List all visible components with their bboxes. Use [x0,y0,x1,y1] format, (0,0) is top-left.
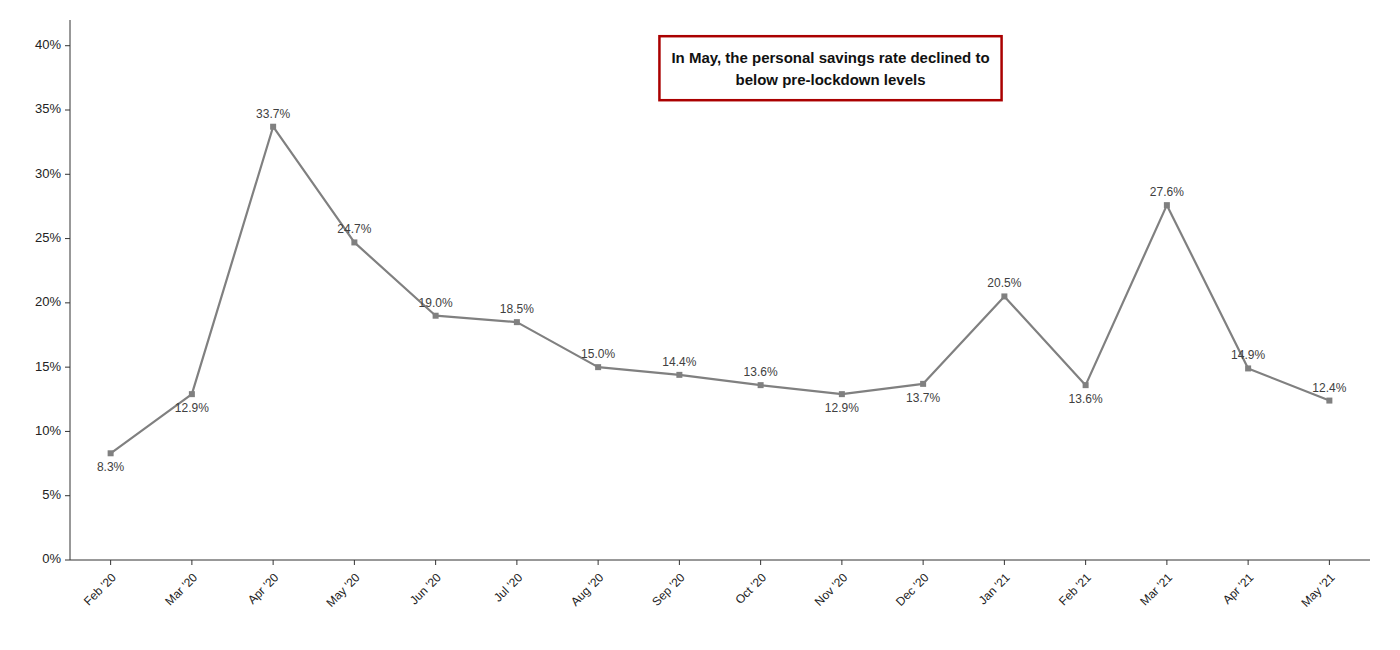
marker [433,313,439,319]
marker [189,391,195,397]
data-label: 14.4% [662,355,696,369]
plot-area [108,124,1333,457]
data-label: 12.9% [825,401,859,415]
y-tick [65,560,70,561]
marker [351,239,357,245]
marker [758,382,764,388]
x-tick-label: Mar '20 [162,570,200,608]
x-tick-label: Oct '20 [732,570,769,607]
y-tick [65,174,70,175]
marker [920,381,926,387]
marker [1326,398,1332,404]
x-tick [923,560,924,565]
x-tick-label: Apr '21 [1220,570,1257,607]
x-tick [516,560,517,565]
y-tick [65,495,70,496]
data-label: 8.3% [97,460,125,474]
y-tick [65,238,70,239]
y-tick-label: 35% [35,101,61,116]
y-tick-label: 25% [35,230,61,245]
y-tick [65,110,70,111]
data-label: 18.5% [500,302,534,316]
x-tick [1248,560,1249,565]
data-label: 27.6% [1150,185,1184,199]
x-tick-label: Sep '20 [649,570,688,609]
x-tick-label: Aug '20 [568,570,607,609]
y-tick [65,431,70,432]
marker [1245,365,1251,371]
x-tick [1004,560,1005,565]
x-tick [679,560,680,565]
x-tick [191,560,192,565]
marker [1001,293,1007,299]
marker [676,372,682,378]
data-label: 20.5% [987,276,1021,290]
x-tick-label: Jun '20 [407,570,444,607]
line [111,127,1330,454]
marker [1083,382,1089,388]
x-tick [1085,560,1086,565]
data-label: 15.0% [581,347,615,361]
data-label: 24.7% [337,222,371,236]
x-tick [1166,560,1167,565]
marker [595,364,601,370]
data-label: 13.6% [744,365,778,379]
x-tick [435,560,436,565]
x-tick-label: Mar '21 [1137,570,1175,608]
data-label: 13.7% [906,391,940,405]
y-tick-label: 5% [42,487,61,502]
data-label: 12.9% [175,401,209,415]
data-label: 33.7% [256,107,290,121]
data-label: 13.6% [1069,392,1103,406]
x-tick-label: Apr '20 [245,570,282,607]
x-tick [1329,560,1330,565]
y-tick [65,45,70,46]
x-tick-label: Jul '20 [491,570,525,604]
marker [108,450,114,456]
x-tick-label: Dec '20 [893,570,932,609]
marker [514,319,520,325]
y-tick-label: 40% [35,37,61,52]
x-tick [110,560,111,565]
y-tick-label: 0% [42,551,61,566]
marker [270,124,276,130]
y-tick-label: 20% [35,294,61,309]
annotation-box [659,36,1001,100]
marker [1164,202,1170,208]
marker [839,391,845,397]
x-tick-label: Nov '20 [812,570,851,609]
x-tick [354,560,355,565]
x-tick-label: Feb '21 [1056,570,1094,608]
annotation: In May, the personal savings rate declin… [671,49,989,88]
y-tick [65,367,70,368]
y-tick-label: 30% [35,166,61,181]
x-tick [598,560,599,565]
x-tick [273,560,274,565]
x-tick [841,560,842,565]
x-axis-line [70,560,1370,561]
y-tick-label: 15% [35,359,61,374]
data-label: 14.9% [1231,348,1265,362]
y-tick [65,302,70,303]
data-label: 19.0% [419,296,453,310]
data-label: 12.4% [1312,381,1346,395]
x-tick [760,560,761,565]
x-tick-label: Feb '20 [81,570,119,608]
chart: 0% 5% 10% 15% 20% 25% 30% 35% 40% Feb '20 Mar '20 A… [0,0,1400,650]
x-tick-label: Jan '21 [976,570,1013,607]
x-tick-label: May '21 [1298,570,1338,610]
y-axis-line [70,20,71,560]
x-tick-label: May '20 [323,570,363,610]
y-tick-label: 10% [35,423,61,438]
